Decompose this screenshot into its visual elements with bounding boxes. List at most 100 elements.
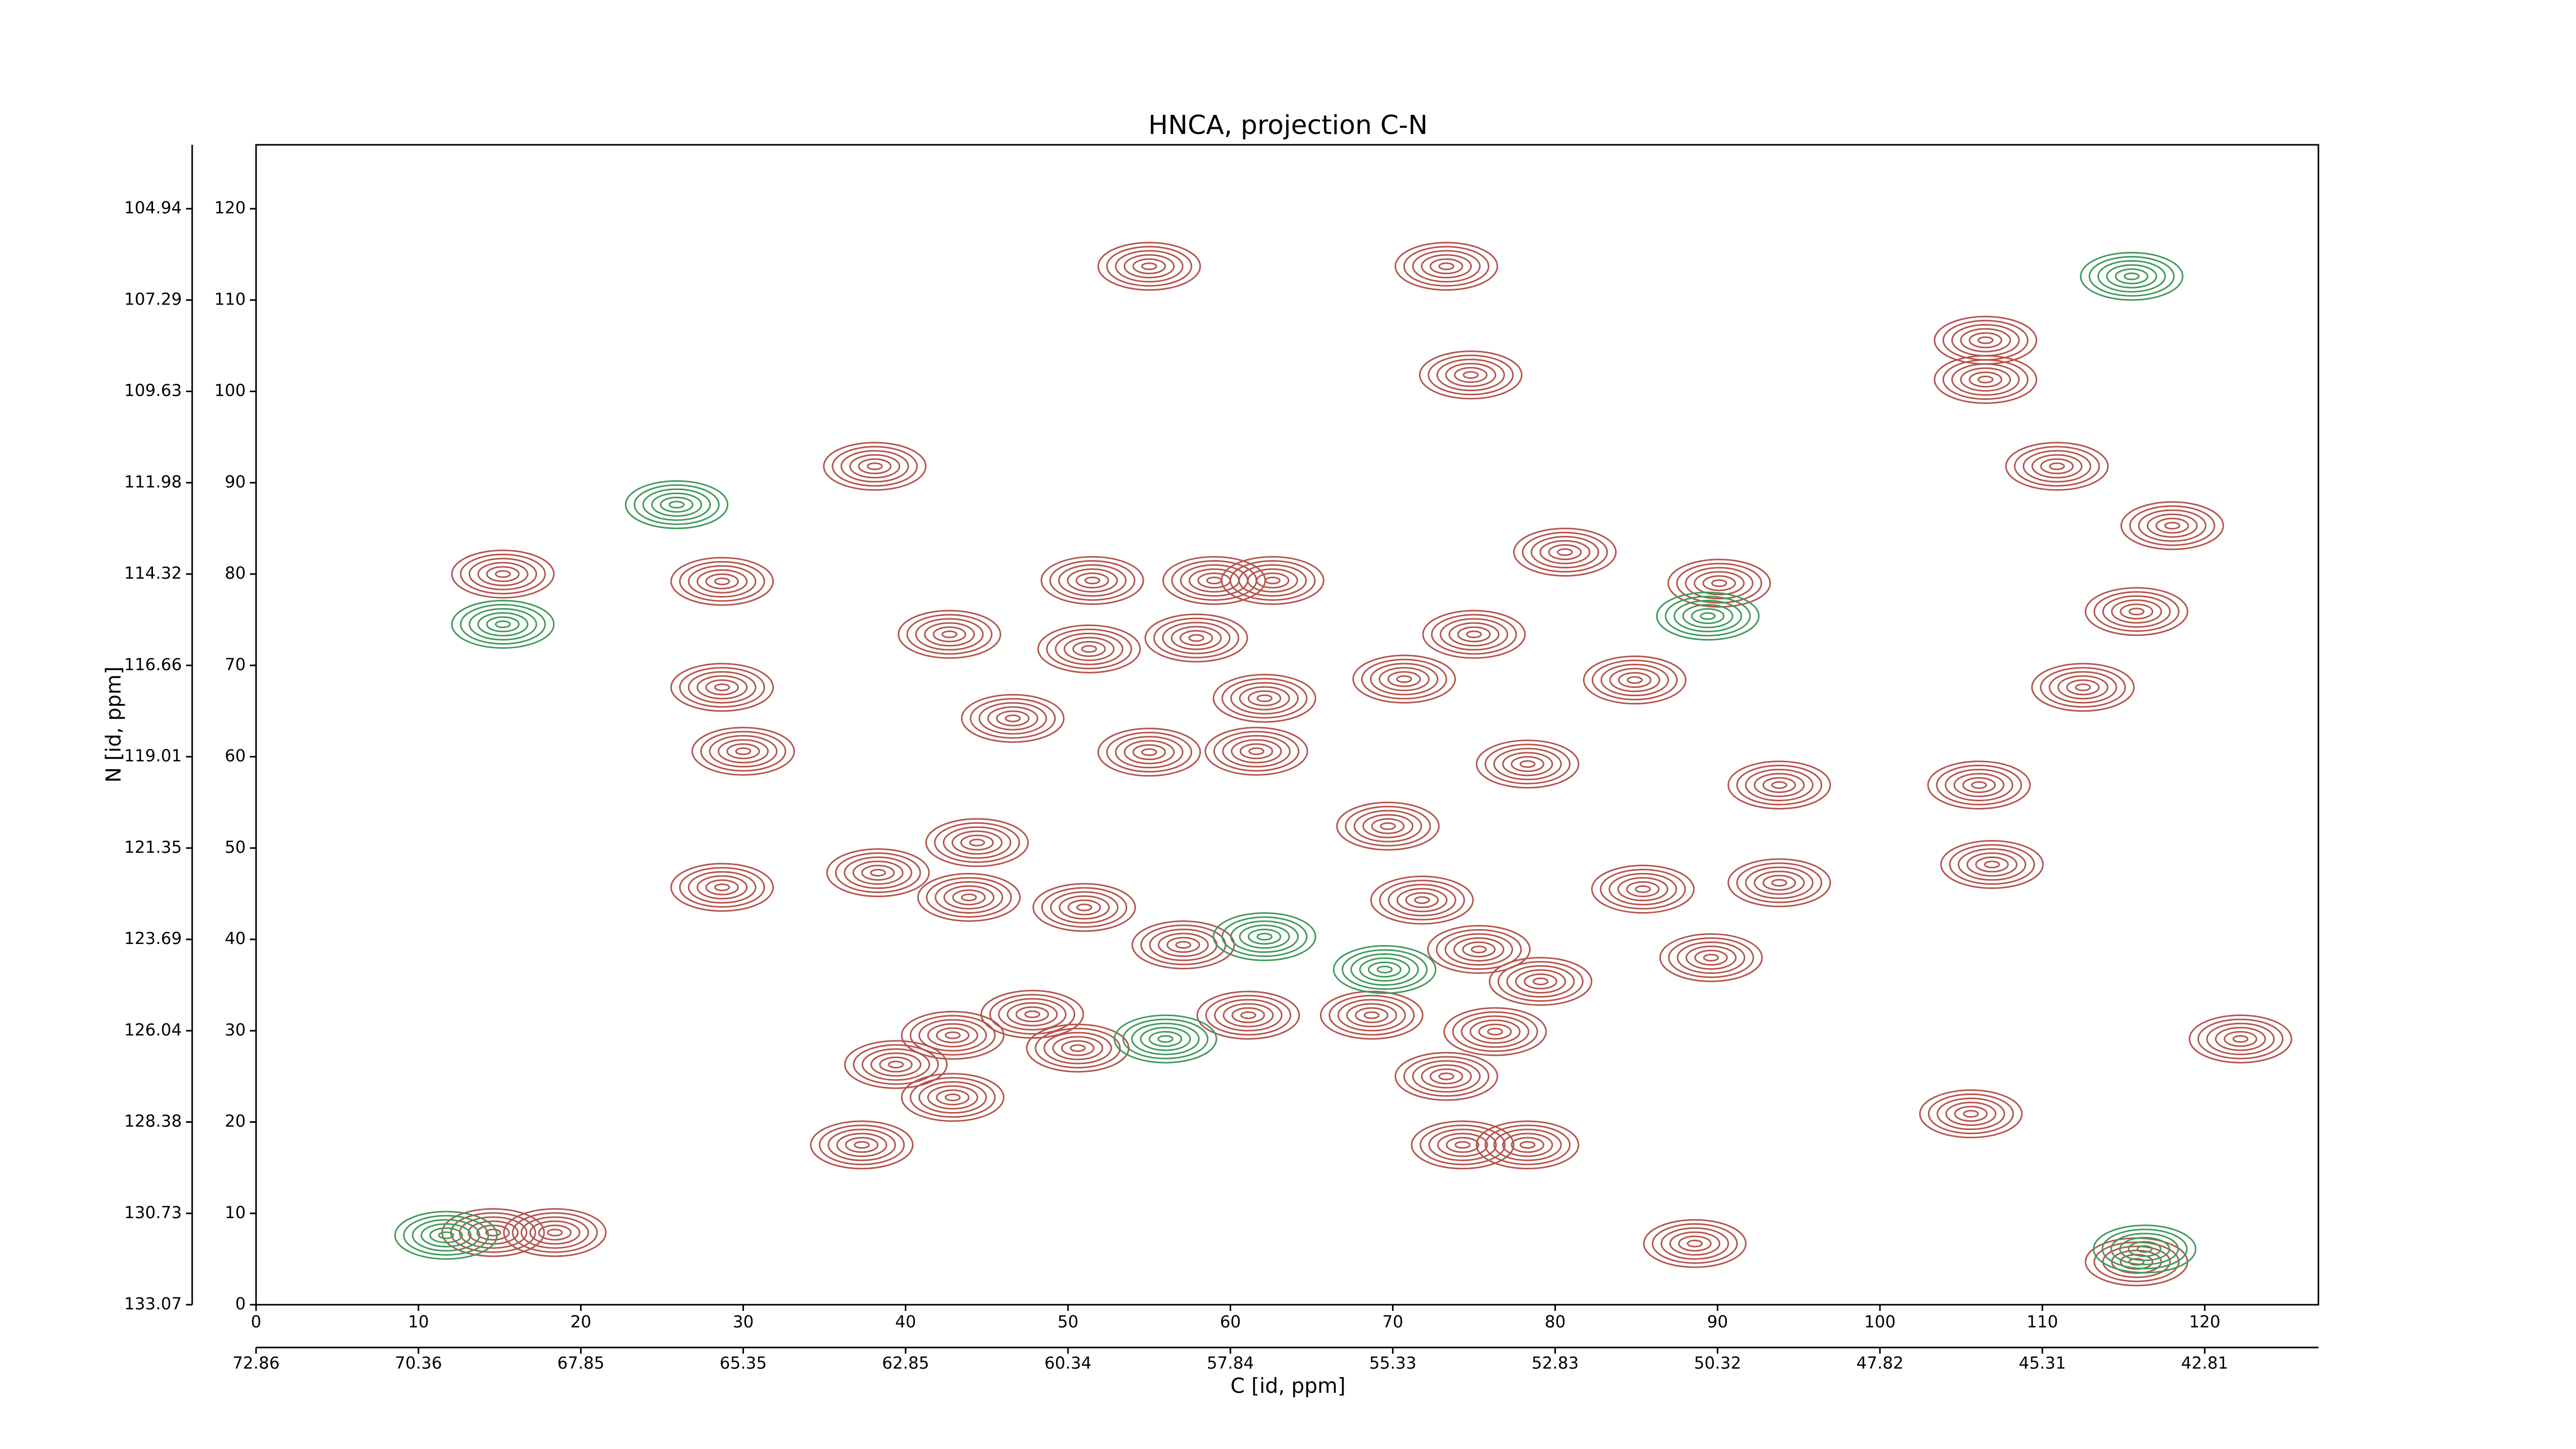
contour-line [1050,891,1119,924]
contour-line [477,612,529,637]
x2-tick-label: 57.84 [1207,1353,1254,1373]
contour-line [943,885,995,909]
contour-line [1362,814,1414,838]
x2-tick-label: 50.32 [1694,1353,1741,1373]
contour-line [1429,1068,1463,1085]
contour-line [1519,1141,1536,1149]
contour-line [1394,1052,1498,1101]
contour-line [1059,895,1110,920]
contour-line [1026,1023,1130,1073]
contour-line [1370,875,1474,925]
contour-line [1454,367,1488,383]
contour-line [1422,610,1526,659]
contour-line [735,747,752,755]
contour-line [918,1081,987,1114]
contour-line [1515,969,1566,994]
contour-line [1643,1219,1747,1268]
contour-line [1488,957,1592,1006]
contour-line [1132,744,1166,761]
contour-line [2005,442,2109,491]
contour-line [1626,881,1660,898]
contour-line [1600,664,1669,697]
contour-line [927,1085,978,1110]
plot-frame [255,144,2319,1306]
contour-line [1685,945,1737,970]
contour-line [1106,732,1193,773]
contour-line [1771,781,1788,789]
contour-line [2224,1031,2258,1047]
contour-line [1493,748,1562,781]
contour-line [941,630,958,638]
contour-line [1206,576,1223,584]
contour-line [2206,1022,2275,1055]
contour-line [901,1010,1005,1060]
contour-line [835,852,921,894]
contour-line [1556,548,1573,557]
contour-line [512,1212,598,1253]
contour-line [1448,622,1500,647]
contour-line [2120,501,2224,550]
y2-tick-label: 107.29 [124,289,182,309]
contour-line [826,848,930,898]
y-tick-label: 110 [214,289,246,309]
contour-line [1361,659,1447,700]
contour-line [2014,446,2100,487]
contour-line [1238,564,1307,597]
contour-line [1212,673,1316,723]
contour-line [1144,613,1248,663]
contour-line [2097,260,2166,293]
contour-line [1487,1027,1503,1036]
contour-line [861,1048,930,1081]
contour-line [1685,567,1754,600]
x2-tick-label: 55.33 [1369,1353,1417,1373]
contour-line [1035,1027,1121,1069]
contour-line [1350,953,1419,986]
contour-line [1673,600,1742,633]
contour-line [2040,458,2074,475]
contour-line [1369,663,1438,696]
contour-line [1438,1072,1454,1081]
y2-tick-label: 104.94 [124,198,182,217]
contour-line [1115,736,1184,769]
contour-line [697,675,748,700]
contour-line [934,822,1020,863]
contour-line [2093,1241,2180,1283]
contour-line [1919,1089,2023,1139]
contour-line [1927,1093,2014,1135]
contour-line [2164,521,2180,530]
contour-line [1762,777,1797,793]
contour-line [1337,999,1406,1032]
contour-line [2031,663,2135,712]
contour-line [1256,694,1273,702]
x-tick-label: 50 [1058,1312,1079,1332]
contour-line [1122,1018,1209,1059]
contour-line [2023,450,2092,483]
x-tick-label: 110 [2027,1312,2058,1332]
contour-line [996,710,1030,727]
contour-line [1319,990,1423,1040]
contour-line [2075,683,2091,692]
contour-line [1240,1011,1257,1019]
contour-line [2197,1018,2284,1059]
y-tick-label: 100 [214,381,246,400]
contour-line [1745,768,1814,801]
contour-line [700,731,787,772]
contour-line [1197,572,1231,588]
contour-line [1960,328,2011,352]
contour-line [1700,612,1716,620]
contour-line [924,622,975,647]
contour-line [1352,654,1456,704]
contour-line [1256,572,1290,588]
contour-line [1387,671,1421,687]
contour-line [1141,748,1158,756]
contour-line [2215,1026,2266,1051]
contour-line [495,570,511,578]
contour-line [1626,676,1643,684]
y2-tick-label: 119.01 [124,746,182,766]
contour-line [1506,965,1575,998]
contour-line [633,484,720,525]
contour-line [944,1031,961,1039]
contour-line [2189,1014,2293,1064]
contour-line [987,706,1039,731]
contour-line [1678,1235,1712,1252]
